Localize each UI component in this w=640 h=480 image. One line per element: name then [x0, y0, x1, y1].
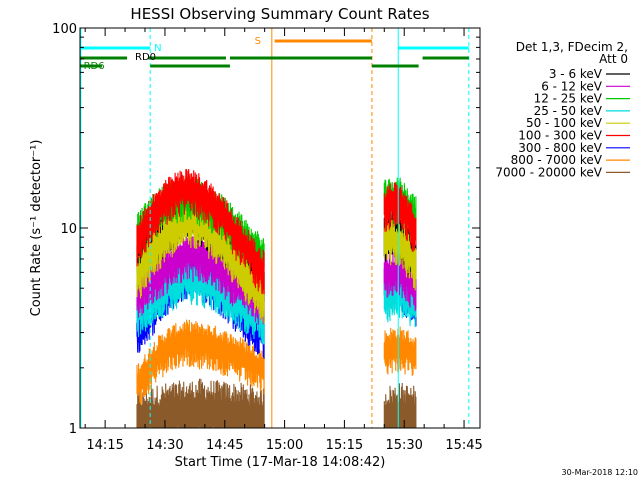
- legend-header-line-2: Att 0: [599, 52, 628, 66]
- flag-label: RD0: [135, 52, 156, 63]
- timestamp: 30-Mar-2018 12:10: [562, 468, 639, 477]
- legend-entry-label: 300 - 800 keV: [518, 141, 602, 155]
- chart-title: HESSI Observing Summary Count Rates: [130, 5, 429, 23]
- legend-entry-label: 6 - 12 keV: [541, 79, 603, 93]
- flag-label: RD6: [84, 61, 105, 72]
- x-tick-label: 15:00: [266, 438, 303, 453]
- legend-entry-label: 50 - 100 keV: [526, 116, 603, 130]
- legend-entry-label: 3 - 6 keV: [549, 67, 603, 81]
- flag-label: S: [255, 36, 261, 47]
- series-trace: [383, 326, 417, 376]
- x-tick-label: 14:15: [86, 438, 123, 453]
- legend-header-line-1: Det 1,3, FDecim 2,: [516, 40, 628, 54]
- legend-entry-label: 800 - 7000 keV: [511, 153, 603, 167]
- series-trace: [383, 219, 417, 291]
- series-trace: [136, 168, 265, 295]
- flag-label: N: [154, 43, 161, 54]
- count-rate-traces: [136, 168, 417, 429]
- legend-entry-label: 7000 - 20000 keV: [495, 165, 602, 179]
- y-axis-label: Count Rate (s⁻¹ detector⁻¹): [29, 140, 44, 317]
- x-tick-label: 15:15: [326, 438, 363, 453]
- x-axis: 14:15 14:30 14:45 15:00 15:15 15:30 15:45: [84, 28, 483, 453]
- plot-area: N S RD0 RD6: [79, 27, 481, 429]
- series-trace: [383, 249, 417, 312]
- y-tick-label: 10: [60, 222, 77, 237]
- series-trace: [136, 378, 265, 429]
- x-tick-label: 15:30: [385, 438, 422, 453]
- series-trace: [136, 202, 265, 324]
- y-tick-label: 1: [69, 422, 77, 437]
- series-trace: [383, 181, 417, 252]
- legend-entry-label: 12 - 25 keV: [534, 92, 603, 106]
- series-trace: [383, 382, 417, 429]
- x-tick-label: 15:45: [445, 438, 482, 453]
- x-axis-label: Start Time (17-Mar-18 14:08:42): [175, 455, 386, 470]
- y-tick-label: 100: [52, 22, 77, 37]
- legend-entry-label: 100 - 300 keV: [518, 129, 602, 143]
- legend-entry-label: 25 - 50 keV: [534, 104, 603, 118]
- x-tick-label: 14:30: [146, 438, 183, 453]
- status-flag-bars: N S RD0 RD6: [80, 36, 469, 72]
- y-axis: 1 10 100: [52, 22, 480, 437]
- series-trace: [136, 319, 265, 405]
- x-tick-label: 14:45: [206, 438, 243, 453]
